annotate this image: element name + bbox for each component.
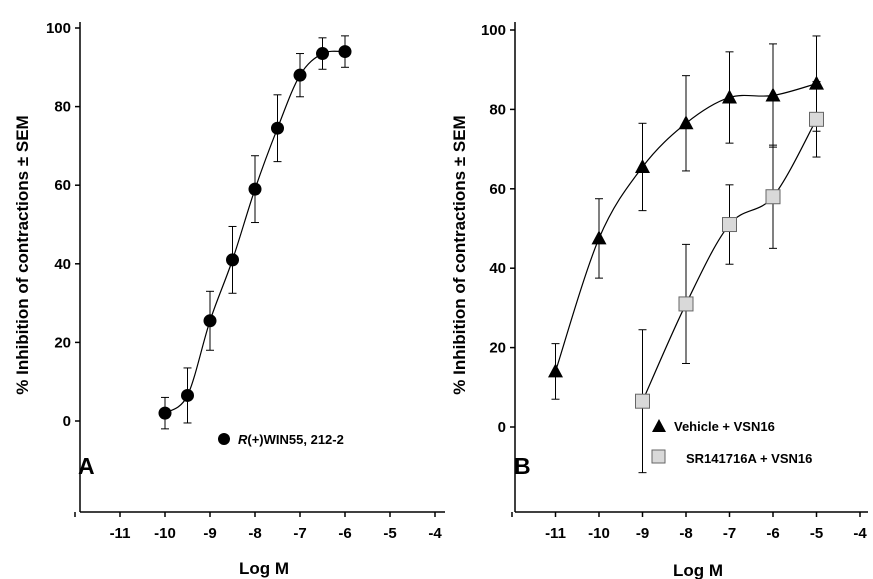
- panel-a-series-1-point: [271, 121, 284, 135]
- panel-b-axes: 0 20 40 60 80 100 -11 -10 -9 -8 -7 -6 -5 -4: [481, 22, 868, 542]
- panel-a-letter: A: [78, 453, 95, 479]
- panel-b-series-1-point: [678, 115, 694, 130]
- panel-a-legend-marker: [218, 433, 230, 445]
- panel-a-y-tick-label: 0: [63, 413, 71, 430]
- panel-b-series-2-point: [809, 111, 824, 127]
- panel-a-data-points: [158, 35, 352, 430]
- panel-b-chart: 0 20 40 60 80 100 -11 -10 -9 -8 -7 -6 -5 -4 % Inhibit…: [450, 22, 868, 579]
- panel-b-series-2-point: [678, 296, 694, 312]
- panel-b-series-1-point: [722, 89, 737, 104]
- panel-b-x-axis-title: Log M: [673, 561, 723, 579]
- panel-a-series-1-point: [338, 45, 352, 59]
- panel-b-y-tick-label: 0: [498, 419, 506, 436]
- panel-a-legend: R(+)WIN55, 212-2: [218, 432, 344, 447]
- panel-b-series-1-point: [765, 87, 781, 102]
- panel-a-chart: 0 20 40 60 80 100 -11 -10 -9 -8 -7 -6 -5 -4 % Inhibit…: [13, 20, 445, 578]
- panel-b-series-1-point: [635, 158, 650, 173]
- panel-a-axes: 0 20 40 60 80 100 -11 -10 -9 -8 -7 -6 -5 -4: [46, 20, 445, 542]
- panel-b-series-2-point: [722, 217, 737, 233]
- panel-b-legend-square-marker: [651, 449, 666, 464]
- panel-a-y-tick-label: 80: [54, 99, 71, 116]
- panel-a-series-1-point: [203, 314, 217, 328]
- panel-a-series-1-point: [293, 68, 307, 82]
- panel-b-series-1-point: [591, 230, 607, 245]
- panel-b-series-2-point: [635, 393, 650, 409]
- panel-b-y-axis-title: % Inhibition of contractions ± SEM: [450, 115, 469, 394]
- panel-b-y-tick-label: 40: [489, 260, 506, 277]
- panel-a-x-axis-title: Log M: [239, 559, 289, 578]
- panel-a-x-tick-label: -8: [248, 525, 261, 542]
- panel-a-y-tick-label: 20: [54, 334, 71, 351]
- panel-a-curves: [164, 50, 346, 414]
- panel-b-letter: B: [514, 453, 531, 479]
- panel-b-legend-label-vehicle: Vehicle + VSN16: [674, 419, 775, 434]
- panel-a-y-axis-title: % Inhibition of contractions ± SEM: [13, 115, 32, 394]
- panel-b-series-2-point: [765, 189, 781, 205]
- panel-a-series-1-point: [158, 406, 172, 420]
- panel-a-x-tick-label: -9: [203, 525, 216, 542]
- panel-a-series-1-point: [248, 182, 262, 196]
- panel-a-x-tick-label: -7: [293, 525, 306, 542]
- panel-a-x-tick-label: -11: [110, 525, 131, 542]
- panel-b-legend-label-sr: SR141716A + VSN16: [686, 451, 812, 466]
- panel-a-legend-label-italic: R: [238, 432, 248, 447]
- panel-a-y-tick-label: 60: [54, 177, 71, 194]
- panel-a-legend-label-rest: (+)WIN55, 212-2: [247, 432, 343, 447]
- panel-b-x-tick-label: -4: [853, 525, 867, 542]
- panel-a-series-1-point: [316, 47, 329, 61]
- panel-a-x-tick-label: -10: [154, 525, 176, 542]
- panel-a-x-tick-label: -6: [338, 525, 351, 542]
- panel-b-x-tick-label: -9: [636, 525, 649, 542]
- panel-b-x-tick-label: -7: [723, 525, 736, 542]
- panel-a-legend-label: R(+)WIN55, 212-2: [238, 432, 344, 447]
- panel-b-x-tick-label: -10: [588, 525, 610, 542]
- panel-a-series-1-curve: [164, 50, 346, 414]
- panel-b-x-tick-label: -6: [766, 525, 779, 542]
- panel-a-series-1-point: [181, 388, 194, 402]
- panel-b-series-1-point: [548, 363, 563, 378]
- panel-b-x-tick-label: -5: [810, 525, 823, 542]
- panel-b-legend: Vehicle + VSN16 SR141716A + VSN16: [651, 419, 812, 466]
- panel-b-y-tick-label: 20: [489, 340, 506, 357]
- panel-b-y-tick-label: 80: [489, 101, 506, 118]
- panel-a-x-tick-label: -4: [428, 525, 442, 542]
- panel-b-x-tick-label: -11: [545, 525, 566, 542]
- panel-b-x-tick-label: -8: [679, 525, 692, 542]
- panel-a-y-tick-label: 100: [46, 20, 71, 37]
- panel-a-y-tick-label: 40: [54, 256, 71, 273]
- panel-b-data-points: [548, 35, 824, 474]
- panel-a-series-1-point: [226, 253, 239, 267]
- panel-b-y-tick-label: 60: [489, 181, 506, 198]
- panel-b-y-tick-label: 100: [481, 22, 506, 39]
- panel-a-x-tick-label: -5: [383, 525, 396, 542]
- panel-b-legend-triangle-marker: [652, 419, 666, 432]
